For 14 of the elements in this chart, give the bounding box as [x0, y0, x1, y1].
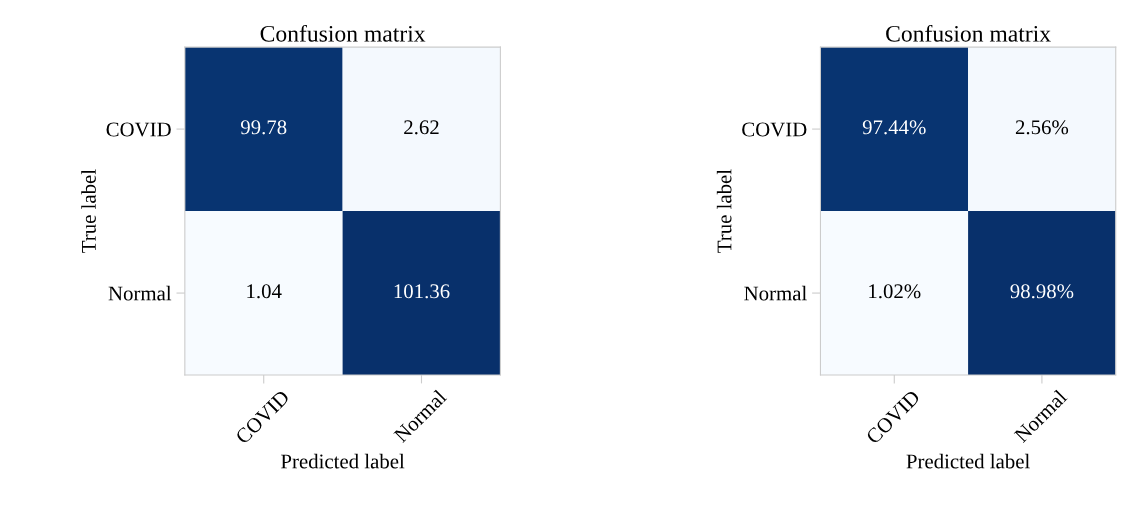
y-axis-title: True label	[716, 169, 732, 253]
data-label: 99.78	[240, 120, 287, 135]
data-label: 98.98%	[1010, 284, 1074, 299]
data-label: 101.36	[394, 284, 450, 299]
data-label: 1.04	[247, 284, 282, 299]
data-label: 2.56%	[1015, 120, 1069, 135]
data-label: 1.02%	[869, 284, 921, 299]
data-label: 97.44%	[862, 120, 926, 135]
chart-title: Confusion matrix	[260, 24, 426, 42]
x-axis-title: Predicted label	[906, 453, 1030, 469]
y-axis-title: True label	[81, 169, 96, 253]
data-label: 2.62	[404, 120, 439, 135]
chart-title: Confusion matrix	[886, 24, 1051, 42]
x-axis-title: Predicted label	[281, 453, 405, 469]
